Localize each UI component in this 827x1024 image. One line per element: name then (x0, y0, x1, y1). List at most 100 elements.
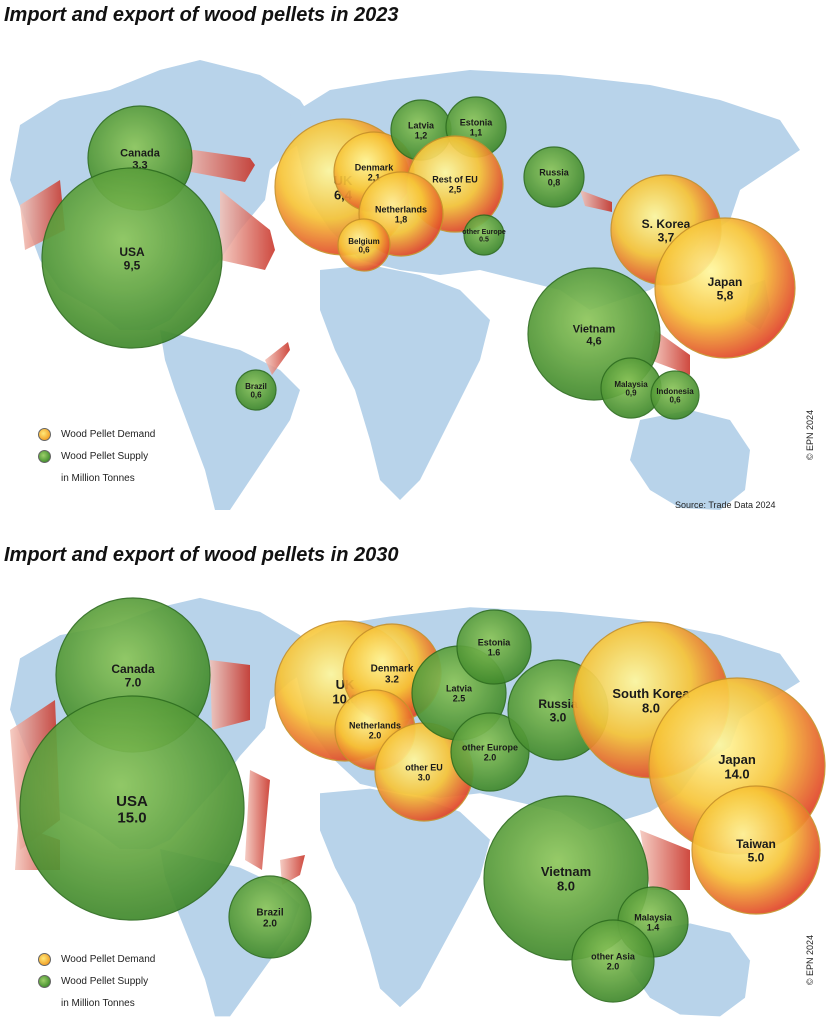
bubble-circle (691, 785, 821, 915)
map-2023-legend: Wood Pellet Demand Wood Pellet Supply in… (38, 423, 155, 489)
bubble-value: 14.0 (724, 766, 749, 781)
bubble-name: USA (116, 793, 148, 810)
bubble-circle (654, 217, 796, 359)
demand-swatch-icon (38, 952, 51, 966)
bubble-value: 0,6 (669, 396, 681, 405)
map-2030-copyright: © EPN 2024 (805, 934, 816, 986)
bubble-name: Estonia (460, 118, 494, 128)
bubble-value: 15.0 (117, 809, 146, 826)
bubble-name: Denmark (371, 664, 414, 675)
bubble-name: other Europe (462, 229, 506, 236)
bubble-name: Russia (539, 168, 570, 178)
bubble-value: 2.0 (607, 962, 620, 972)
trade-flow-arrow (580, 190, 612, 212)
supply-swatch-icon (38, 974, 51, 988)
bubble-value: 5,8 (717, 288, 734, 302)
bubble-circle (523, 146, 585, 208)
bubble-circle (235, 369, 277, 411)
bubble-circle (228, 875, 312, 959)
bubble-value: 4,6 (586, 335, 601, 347)
bubble-value: 0,6 (250, 391, 262, 400)
bubble-name: Japan (718, 752, 756, 767)
demand-swatch-icon (38, 427, 51, 441)
bubble-value: 1,8 (395, 215, 408, 225)
bubble-value: 0.5 (479, 237, 489, 244)
legend-supply-label: Wood Pellet Supply (61, 450, 149, 462)
bubble-name: Netherlands (349, 721, 401, 731)
bubble-name: Taiwan (736, 837, 776, 851)
map-2030-canvas: Canada7.0USA15.0Brazil2.0UK10.0Denmark3.… (10, 597, 826, 1017)
legend-demand-label: Wood Pellet Demand (61, 428, 156, 440)
bubble-value: 2,1 (368, 173, 381, 183)
bubbles: Canada7.0USA15.0Brazil2.0UK10.0Denmark3.… (19, 597, 826, 1003)
land-shape (320, 265, 490, 500)
bubble-name: Canada (111, 662, 155, 676)
bubble-value: 3.0 (550, 710, 567, 724)
bubble-name: USA (119, 245, 145, 259)
bubble-name: Vietnam (573, 323, 616, 335)
trade-flow-arrow (180, 148, 255, 182)
supply-swatch-icon (38, 449, 51, 463)
bubble-name: Indonesia (656, 387, 694, 396)
legend-unit-label: in Million Tonnes (61, 472, 135, 484)
bubble-name: Malaysia (634, 913, 673, 923)
bubble-name: Denmark (355, 163, 395, 173)
land-shape (320, 788, 490, 1008)
bubble-value: 8.0 (557, 878, 575, 893)
bubble-value: 3.2 (385, 675, 399, 686)
bubble-value: 1.6 (488, 648, 501, 658)
map-2023-title: Import and export of wood pellets in 202… (4, 4, 399, 26)
bubble-value: 8.0 (642, 700, 660, 715)
trade-flow-arrow (265, 342, 290, 375)
bubble-value: 9,5 (124, 258, 141, 272)
bubble-value: 5.0 (748, 850, 765, 864)
bubble-value: 3.0 (418, 773, 431, 783)
map-2030-title: Import and export of wood pellets in 203… (4, 544, 399, 566)
bubble-value: 3,7 (658, 230, 675, 244)
bubble-value: 2.5 (453, 694, 466, 704)
bubble-name: Latvia (446, 684, 473, 694)
map-2030-panel: Canada7.0USA15.0Brazil2.0UK10.0Denmark3.… (0, 570, 827, 1024)
bubble-name: Japan (708, 275, 743, 289)
bubble-name: Estonia (478, 638, 512, 648)
bubble-circle (450, 712, 530, 792)
bubble-value: 1,1 (470, 128, 483, 138)
map-2030-legend: Wood Pellet Demand Wood Pellet Supply in… (38, 948, 155, 1014)
bubble-circle (456, 609, 532, 685)
bubble-name: Belgium (348, 237, 380, 246)
bubble-value: 7.0 (125, 675, 142, 689)
legend-unit-label: in Million Tonnes (61, 997, 135, 1009)
trade-flow-arrow (640, 830, 690, 890)
bubble-name: Brazil (245, 382, 267, 391)
bubble-value: 0,9 (625, 389, 637, 398)
bubble-name: Latvia (408, 121, 435, 131)
bubble-value: 2.0 (263, 919, 277, 930)
bubble-circle (41, 167, 223, 349)
trade-flow-arrow (220, 190, 275, 270)
bubble-name: Vietnam (541, 864, 591, 879)
trade-flow-arrow (210, 660, 250, 730)
bubble-value: 0,6 (358, 246, 370, 255)
bubble-name: South Korea (612, 686, 690, 701)
bubble-circle (650, 370, 700, 420)
bubble-name: Malaysia (614, 380, 648, 389)
bubble-name: Netherlands (375, 205, 427, 215)
bubble-value: 0,8 (548, 178, 561, 188)
bubbles: Canada3,3USA9,5Brazil0,6UK6,4Denmark2,1L… (41, 96, 796, 420)
trade-flow-arrow (280, 855, 305, 885)
legend-supply-label: Wood Pellet Supply (61, 975, 149, 987)
bubble-circle (571, 919, 655, 1003)
map-2023-panel: Canada3,3USA9,5Brazil0,6UK6,4Denmark2,1L… (0, 30, 827, 520)
bubble-name: S. Korea (642, 217, 691, 231)
